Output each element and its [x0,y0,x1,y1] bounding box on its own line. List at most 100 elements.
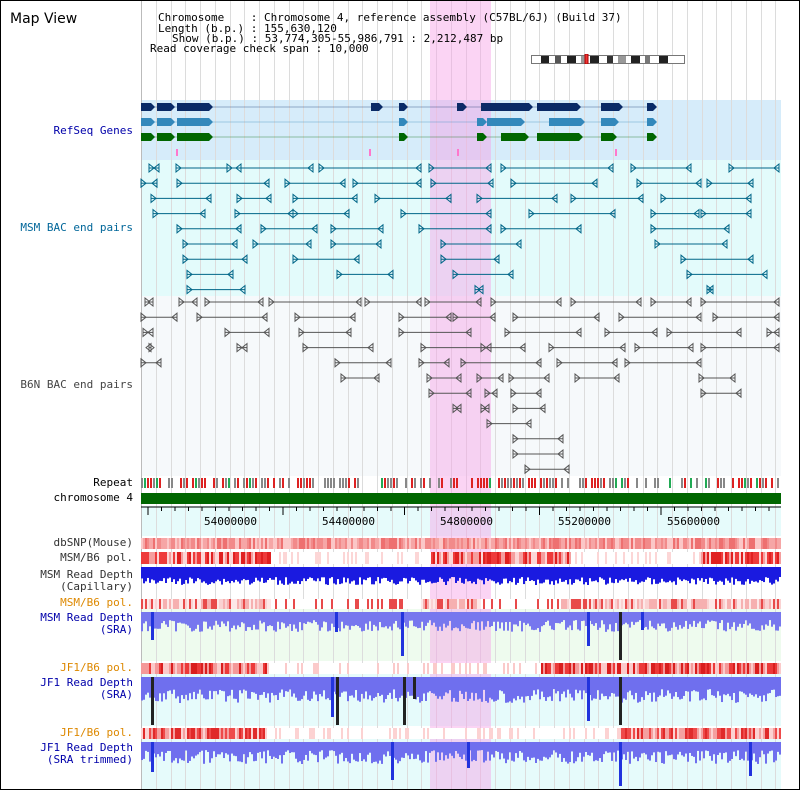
jf1-b6-pol-cell [475,663,477,674]
jf1-sra-depth [677,677,679,698]
dbsnp-cell [633,538,635,549]
jf1-b6-pol2-cell [275,728,277,739]
dbsnp-cell [655,538,657,549]
jf1-trim-depth [493,742,495,758]
msm-bac-label[interactable]: MSM BAC end pairs [20,221,133,234]
chromosome-bar[interactable] [141,493,781,504]
b6n-bac-label[interactable]: B6N BAC end pairs [20,378,133,391]
jf1-b6-pol-cell [181,663,183,674]
dbsnp-cell [165,538,167,549]
msm-cap-depth [405,567,407,579]
refseq-genes-label[interactable]: RefSeq Genes [53,124,133,137]
msm-cap-depth [547,567,549,580]
msm-cap-depth [455,567,457,583]
jf1-b6-pol-cell [177,663,179,674]
repeat-segment [330,478,332,488]
jf1-sra-depth [601,677,603,694]
repeat-segment [414,478,416,488]
msm-b6-pol2-cell [611,599,613,609]
jf1-b6-pol2-cell [395,728,397,739]
jf1-sra-depth [633,677,635,700]
jf1-b6-pol2-cell [569,728,571,739]
msm-b6-pol-cell [555,552,557,564]
msm-b6-pol2-cell [143,599,145,609]
jf1-b6-pol2-cell [561,728,563,739]
jf1-sra-depth [169,677,171,691]
msm-b6-pol2-cell [385,599,387,609]
msm-sra-depth [327,612,329,632]
dbsnp-cell [511,538,513,549]
jf1-b6-pol2-cell [759,728,761,739]
dbsnp-cell [697,538,699,549]
jf1-b6-pol2-cell [251,728,253,739]
jf1-b6-pol2-cell [411,728,413,739]
msm-sra-depth [241,612,243,623]
msm-sra-depth [255,612,257,630]
msm-sra-depth [603,612,605,625]
jf1-sra-depth [657,677,659,698]
jf1-b6-pol-cell [483,663,485,674]
jf1-trim-depth [769,742,771,752]
dbsnp-cell [649,538,651,549]
dbsnp-cell [331,538,333,549]
msm-sra-depth [657,612,659,624]
jf1-b6-pol2-cell [573,728,575,739]
msm-cap-depth [701,567,703,579]
jf1-sra-depth [363,677,365,699]
chromosome-ideogram[interactable] [531,54,685,64]
gridline [451,1,452,789]
jf1-b6-pol2-cell [145,728,147,739]
jf1-trim-depth [291,742,293,753]
msm-cap-depth [367,567,369,578]
msm-b6-pol-cell [673,552,675,564]
msm-sra-depth [581,612,583,622]
gene-exon [549,118,581,126]
repeat-segment [342,478,344,488]
jf1-sra-depth [191,677,193,700]
msm-cap-depth [737,567,739,582]
jf1-trim-depth [737,742,739,751]
gene-exon [477,133,483,141]
msm-bac-pair-end [374,193,381,204]
msm-b6-pol-cell [249,552,251,564]
msm-sra-depth [157,612,159,629]
msm-b6-pol2-cell [749,599,751,609]
repeat-segment [420,478,422,488]
jf1-sra-depth [607,677,609,700]
jf1-sra-depth [629,677,631,691]
msm-b6-pol2-cell [163,599,165,609]
jf1-sra-depth [757,677,759,698]
dbsnp-cell [219,538,221,549]
msm-cap-depth [323,567,325,578]
jf1-b6-pol2-cell [183,728,185,739]
msm-sra-depth [479,612,481,631]
jf1-b6-pol-cell [185,663,187,674]
msm-cap-depth [607,567,609,584]
dbsnp-cell [275,538,277,549]
msm-sra-depth [371,612,373,631]
msm-cap-depth [369,567,371,578]
jf1-b6-pol2-cell [641,728,643,739]
msm-sra-depth [259,612,261,621]
b6n-bac-pair-end [302,342,309,353]
dbsnp-cell [593,538,595,549]
repeat-segment [222,478,224,488]
highlight-region[interactable] [430,1,491,789]
jf1-b6-pol2-cell [393,728,395,739]
msm-b6-pol-cell [769,552,771,564]
jf1-b6-pol2-cell [469,728,471,739]
dbsnp-cell [587,538,589,549]
msm-sra-depth [741,612,743,628]
msm-cap-depth [157,567,159,583]
msm-cap-depth [537,567,539,580]
msm-b6-pol-cell [497,552,499,564]
msm-cap-depth [727,567,729,581]
msm-b6-pol-cell [333,552,335,564]
repeat-segment [507,478,509,488]
jf1-trim-depth [601,742,603,762]
msm-b6-pol-cell [695,552,697,564]
msm-b6-pol2-cell [153,599,155,609]
jf1-b6-pol-cell [621,663,623,674]
jf1-b6-pol2-cell [607,728,609,739]
